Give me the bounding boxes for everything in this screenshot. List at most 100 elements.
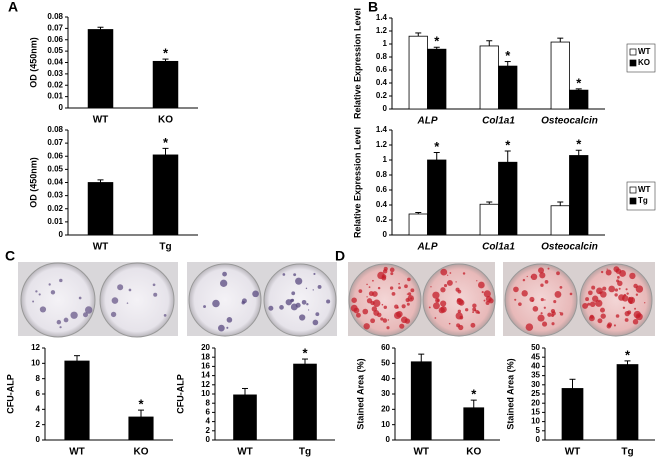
- error-bar: [470, 399, 477, 408]
- stain-spot: [299, 314, 306, 321]
- stain-spot: [615, 268, 622, 275]
- error-bar: [162, 147, 169, 155]
- legend-label: WT: [638, 185, 651, 194]
- stain-spot: [544, 280, 549, 284]
- y-tick-label: 4: [36, 404, 41, 413]
- stain-spot: [618, 294, 625, 301]
- well: [263, 263, 337, 337]
- stain-spot: [351, 297, 357, 303]
- stain-spot: [405, 297, 410, 303]
- stain-spot: [382, 318, 388, 323]
- y-tick-label: 0.02: [47, 80, 63, 89]
- stain-spot: [38, 293, 41, 296]
- y-tick-label: 0.05: [47, 164, 63, 173]
- x-tick-label: Col1a1: [482, 116, 515, 127]
- stain-spot: [513, 286, 519, 293]
- y-tick-label: 25: [531, 389, 540, 398]
- y-tick-label: 0.2: [376, 91, 388, 100]
- y-tick-label: 0.03: [47, 69, 63, 78]
- stain-spot: [386, 326, 390, 330]
- error-bar: [242, 387, 248, 395]
- legend-swatch: [629, 197, 637, 205]
- stain-spot: [462, 272, 466, 275]
- culture-photos: [18, 262, 655, 338]
- stain-spot: [608, 285, 616, 293]
- bar: [87, 182, 114, 236]
- stain-spot: [326, 299, 331, 304]
- y-tick-label: 30: [531, 380, 540, 389]
- y-tick-label: 60: [381, 343, 390, 352]
- y-axis-label: Relative Expression Level: [352, 8, 362, 119]
- stain-spot: [547, 312, 552, 317]
- stain-spot: [625, 288, 628, 291]
- stain-spot: [358, 289, 363, 294]
- x-tick-label: WT: [237, 447, 253, 458]
- legend-swatch: [629, 48, 637, 56]
- y-tick-label: 1.4: [376, 13, 388, 22]
- stain-spot: [607, 322, 613, 328]
- stain-spot: [551, 314, 554, 318]
- y-tick-label: 0.8: [376, 52, 388, 61]
- significance-mark: *: [625, 347, 631, 362]
- stain-spot: [241, 298, 247, 304]
- stain-spot: [606, 268, 608, 270]
- y-tick-label: 0.4: [376, 78, 388, 87]
- stain-spot: [432, 302, 440, 310]
- stain-spot: [531, 299, 534, 302]
- stain-spot: [434, 317, 437, 319]
- significance-mark: *: [302, 345, 308, 360]
- y-tick-label: 20: [381, 404, 390, 413]
- stain-spot: [203, 305, 206, 308]
- error-bar: [418, 353, 425, 362]
- y-tick-label: 6: [36, 389, 41, 398]
- stain-spot: [389, 267, 395, 273]
- x-tick-label: Tg: [299, 447, 311, 458]
- y-tick-label: 0.8: [376, 170, 388, 179]
- stain-spot: [295, 302, 301, 308]
- error-bar: [575, 149, 582, 156]
- stain-spot: [126, 302, 129, 304]
- stain-spot: [307, 309, 310, 311]
- y-tick-label: 0: [36, 435, 41, 444]
- y-tick-label: 0.07: [47, 23, 63, 32]
- y-tick-label: 0: [536, 435, 541, 444]
- y-tick-label: 0: [383, 104, 388, 113]
- y-tick-label: 1.2: [376, 26, 388, 35]
- stain-spot: [553, 300, 557, 304]
- error-bar: [486, 40, 493, 46]
- stain-spot: [448, 322, 451, 325]
- error-bar: [415, 212, 422, 214]
- stain-spot: [530, 276, 533, 278]
- stain-spot: [540, 283, 544, 287]
- stain-spot: [458, 299, 465, 306]
- stain-spot: [585, 297, 590, 302]
- stain-spot: [406, 302, 410, 306]
- bar: [569, 155, 589, 236]
- stain-spot: [624, 310, 630, 317]
- bar: [408, 213, 428, 236]
- stain-spot: [430, 286, 432, 288]
- stain-spot: [559, 285, 563, 289]
- stain-spot: [605, 269, 612, 276]
- stain-spot: [59, 278, 63, 283]
- bar: [427, 159, 447, 236]
- y-tick-label: 45: [531, 352, 540, 361]
- stain-spot: [483, 290, 491, 298]
- stain-spot: [362, 308, 369, 315]
- stain-spot: [370, 318, 376, 324]
- y-tick-label: 15: [531, 408, 540, 417]
- y-tick-label: 2: [206, 426, 211, 435]
- stain-spot: [569, 292, 573, 296]
- stain-spot: [635, 285, 644, 293]
- x-tick-label: Osteocalcin: [541, 116, 598, 127]
- stain-spot: [59, 326, 62, 329]
- stain-spot: [616, 279, 620, 283]
- stain-spot: [368, 286, 371, 289]
- error-bar: [433, 152, 440, 160]
- bar: [479, 203, 499, 236]
- stain-spot: [39, 306, 47, 313]
- stain-spot: [366, 283, 368, 286]
- stain-spot: [226, 326, 229, 329]
- stain-spot: [35, 290, 38, 293]
- stain-spot: [380, 317, 384, 321]
